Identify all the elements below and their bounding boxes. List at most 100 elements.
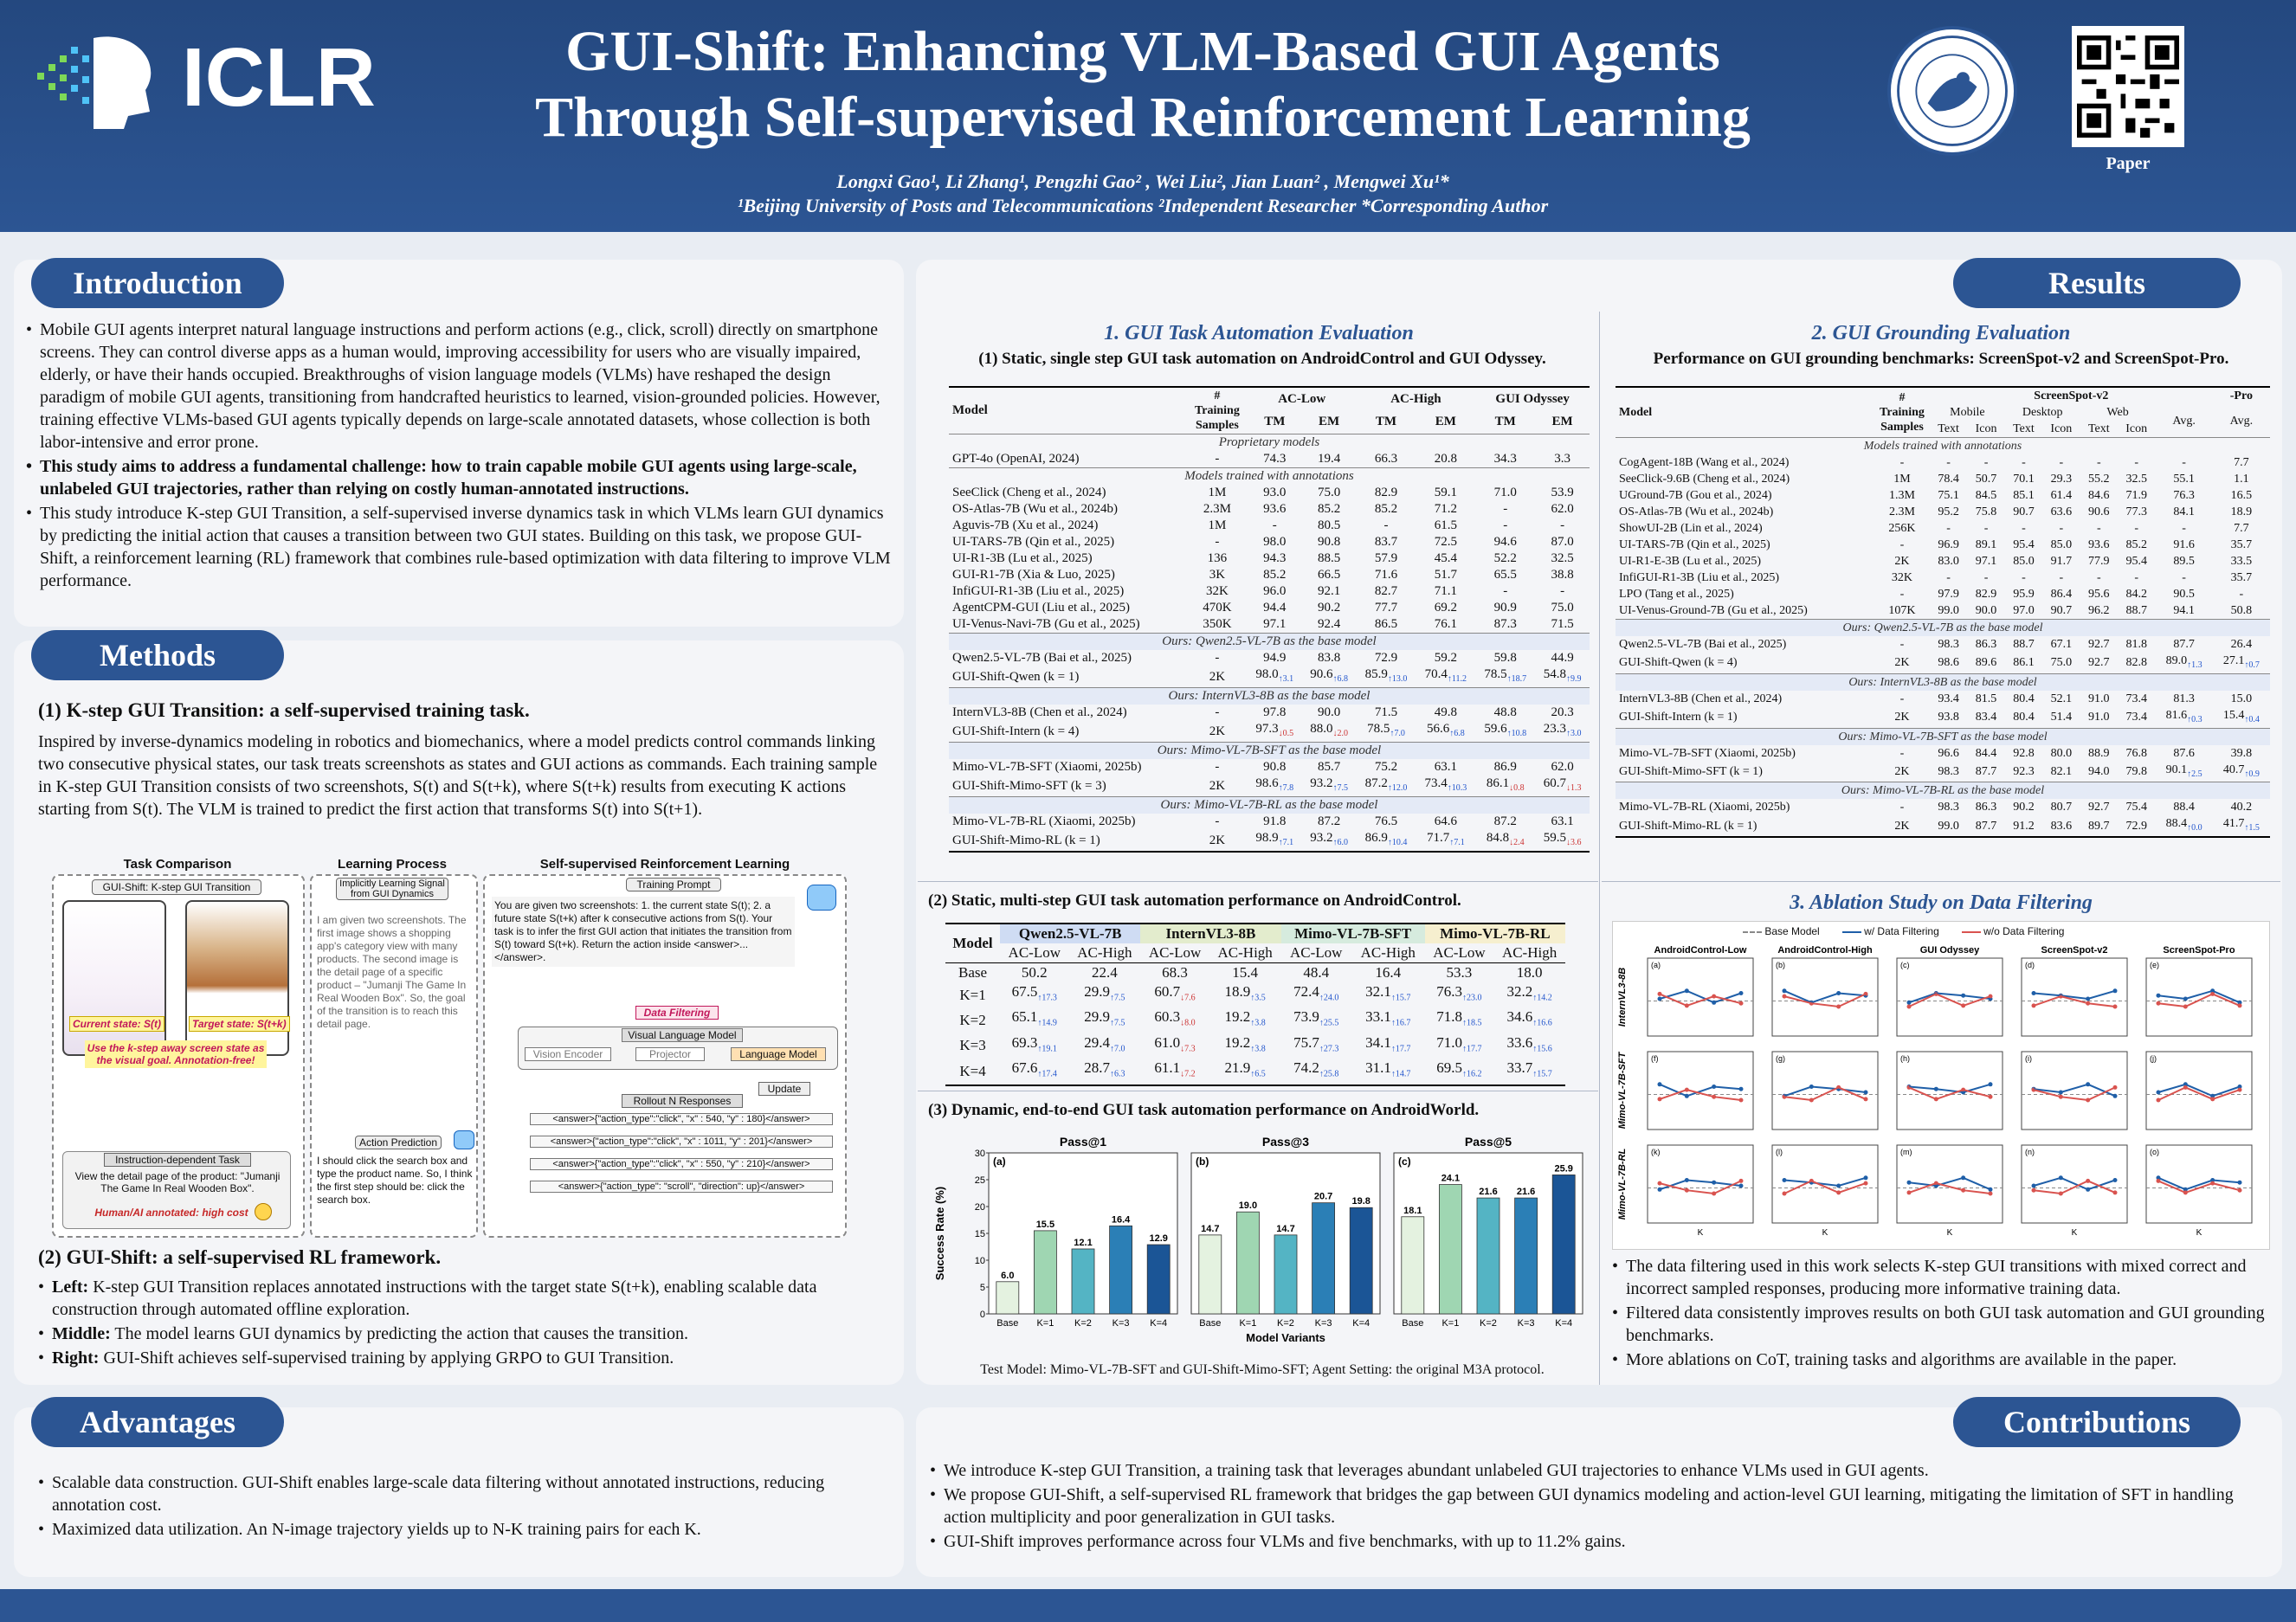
table-cell: 97.1 (1263, 617, 1287, 631)
table-cell: 98.6 (1938, 656, 1959, 670)
table-row: OS-Atlas-7B (Wu et al., 2024b) 2.3M 93.6 85… (949, 501, 1590, 518)
ablation-row-title: Mimo-VL-7B-RL (1617, 1148, 1628, 1220)
table-cell: 65.1↑14.9 (1011, 1008, 1057, 1028)
table-cell: 49.8 (1434, 705, 1457, 719)
table-cell: - (2022, 456, 2026, 469)
panel-title: Pass@3 (1262, 1135, 1309, 1149)
table-grounding: Model # Training Samples ScreenSpot-v2 -… (1616, 386, 2270, 838)
table-cell: 97.3↓0.5 (1255, 722, 1294, 738)
t1-head-samples: # Training Samples (1194, 389, 1240, 432)
advantages-heading: Advantages (31, 1397, 284, 1447)
table-cell: 95.6 (2088, 588, 2110, 601)
table-row: UI-TARS-7B (Qin et al., 2025) - 98.0 90.8 83… (949, 534, 1590, 550)
table-row: OS-Atlas-7B (Wu et al., 2024b) 2.3M 95.2 75… (1616, 504, 2270, 520)
fig-instruction-label: Instruction-dependent Task (104, 1153, 251, 1167)
table-row: AgentCPM-GUI (Liu et al., 2025) 470K 94.4 9… (949, 600, 1590, 616)
table-cell: 59.5↓3.6 (1543, 831, 1582, 847)
bar-base (1198, 1234, 1222, 1315)
fig-response-4: <answer>{"action_type": "scroll", "direc… (530, 1181, 833, 1193)
bar-value-label: 18.1 (1403, 1206, 1422, 1216)
ablation-panel (1896, 1144, 2003, 1224)
table-row: K=1 67.5↑17.3 29.9↑7.5 60.7↓7.6 18.9↑3.5 72.4… (945, 982, 1565, 1007)
table-cell: 86.3 (1975, 801, 1997, 814)
table-row: UI-R1-3B (Lu et al., 2025) 136 94.3 88.5 57.… (949, 550, 1590, 567)
t1-head-em: EM (1551, 415, 1573, 429)
bar-k1 (1439, 1184, 1462, 1315)
table-cell: InternVL3-8B (Chen et al., 2024) (1619, 692, 1783, 705)
table-cell: 72.5 (1434, 535, 1457, 549)
table-cell: 78.5↑18.7 (1484, 667, 1527, 684)
table-cell: 72.4↑24.0 (1293, 983, 1339, 1003)
with-filter-line (1783, 989, 1867, 1004)
bar-value-label: 25.9 (1554, 1163, 1572, 1174)
table-cell: OS-Atlas-7B (Wu et al., 2024b) (1619, 505, 1774, 518)
with-filter-line (1783, 1085, 1867, 1097)
table-cell: - (1215, 705, 1220, 719)
table-cell: 39.8 (2230, 746, 2253, 760)
table-cell: 94.3 (1263, 551, 1287, 565)
table-cell: 32K (1891, 571, 1913, 584)
table-cell: 69.2 (1434, 601, 1457, 615)
table-cell: 18.9↑3.5 (1224, 983, 1266, 1003)
table-cell: 82.1 (2050, 764, 2073, 778)
ablation-x-label: K (1822, 1228, 1828, 1238)
methods-bullet-right: Right: GUI-Shift achieves self-supervise… (38, 1347, 882, 1369)
with-filter-line (1659, 1083, 1742, 1097)
table-row: GUI-R1-7B (Xia & Luo, 2025) 3K 85.2 66.5 71.… (949, 567, 1590, 583)
table-cell: 71.2 (1434, 502, 1457, 516)
table-ours-row: Ours: Mimo-VL-7B-SFT as the base model (949, 742, 1590, 759)
table-cell: 78.5↑7.0 (1367, 722, 1405, 738)
footer-bar (0, 1589, 2296, 1622)
ablation-col-title: ScreenSpot-Pro (2163, 945, 2235, 956)
fig-annotation-free-note: Use the k-step away screen state as the … (85, 1040, 267, 1068)
table-row: K=3 69.3↑19.1 29.4↑7.0 61.0↓7.3 19.2↑3.8 75.7… (945, 1033, 1565, 1059)
table1-caption: (1) Static, single step GUI task automat… (978, 350, 1546, 368)
table-cell: 76.8 (2125, 746, 2147, 760)
table-cell: 1M (1893, 473, 1911, 486)
table-cell: 76.5 (1374, 814, 1398, 828)
without-filter-line (2033, 995, 2116, 1007)
table4-caption: Performance on GUI grounding benchmarks:… (1653, 350, 2229, 368)
table-cell: 98.6↑7.8 (1255, 776, 1294, 793)
table-cell: 54.8↑9.9 (1543, 667, 1582, 684)
table-cell: 71.1 (1434, 584, 1457, 598)
table-cell: 82.8 (2125, 656, 2147, 670)
table-cell: 86.9↑10.4 (1364, 831, 1408, 847)
table-cell: 1M (1208, 518, 1227, 532)
table-cell: 60.3↓8.0 (1154, 1008, 1196, 1028)
bar-k3 (1312, 1202, 1336, 1315)
table-cell: 98.3 (1938, 764, 1959, 778)
table-cell: 98.0↑3.1 (1255, 667, 1294, 684)
table-cell: - (1899, 746, 1905, 760)
table-cell: Mimo-VL-7B-RL (Xiaomi, 2025b) (952, 814, 1136, 828)
eval2-title: 2. GUI Grounding Evaluation (1811, 322, 2071, 344)
t1-head-em: EM (1319, 415, 1340, 429)
paper-qr-code-icon[interactable] (2072, 26, 2184, 147)
t1-head-achigh: AC-High (1390, 391, 1441, 406)
table-cell: 92.7 (2088, 638, 2110, 651)
table-cell: 81.5 (1975, 692, 1997, 705)
table-cell: 19.4 (1317, 452, 1341, 466)
fig-phone-target (185, 900, 289, 1056)
t1-head-tm: TM (1264, 415, 1286, 429)
bar-value-label: 6.0 (1001, 1271, 1014, 1281)
table-cell: GUI-Shift-Mimo-RL (k = 1) (952, 833, 1100, 847)
table-cell: 80.0 (2050, 746, 2073, 760)
table-cell: 86.3 (1975, 638, 1997, 651)
table-cell: 91.6 (2173, 538, 2195, 551)
table-cell: - (1983, 571, 1989, 584)
t1-head-model: Model (952, 403, 988, 417)
fig-title-task-comparison: Task Comparison (123, 857, 232, 872)
bar-value-label: 19.0 (1239, 1200, 1257, 1211)
table-cell: 75.7↑27.3 (1293, 1033, 1339, 1054)
table-cell: 86.4 (2050, 588, 2073, 601)
fig-projector: Projector (635, 1047, 705, 1061)
t1-head-tm: TM (1375, 415, 1397, 429)
table-cell: 18.9 (2230, 505, 2253, 518)
table-cell: 80.7 (2050, 801, 2073, 814)
panel-title: Pass@5 (1465, 1135, 1512, 1149)
with-filter-line (1908, 992, 1991, 1004)
table-cell: 38.8 (1551, 568, 1574, 582)
x-tick-label: K=1 (1239, 1318, 1256, 1329)
table-cell: 85.2 (1317, 502, 1341, 516)
